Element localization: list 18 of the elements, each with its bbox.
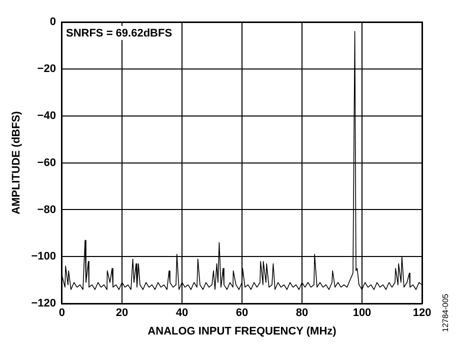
x-tick-label: 60 [236, 307, 248, 320]
x-axis-title: ANALOG INPUT FREQUENCY (MHz) [148, 325, 337, 338]
text: 12784-005 [441, 293, 450, 332]
y-tick-label: −80 [37, 204, 56, 216]
x-tick-label: 0 [58, 307, 66, 320]
y-tick-label: −120 [31, 298, 56, 310]
x-tick-label: 80 [296, 307, 308, 320]
x-tick-label: 20 [116, 307, 128, 320]
x-tick-label: 100 [352, 307, 372, 320]
annotation: SNRFS = 69.62dBFS [66, 28, 172, 40]
x-tick-label: 40 [176, 307, 188, 320]
y-tick-label: 0 [50, 16, 56, 28]
y-tick-label: −100 [31, 250, 56, 263]
x-tick-label: 120 [412, 307, 432, 320]
y-axis-title: AMPLITUDE (dBFS) [10, 110, 23, 214]
y-tick-label: −40 [37, 110, 56, 122]
y-tick-label: −20 [37, 62, 56, 75]
y-tick-label: −60 [37, 156, 56, 169]
